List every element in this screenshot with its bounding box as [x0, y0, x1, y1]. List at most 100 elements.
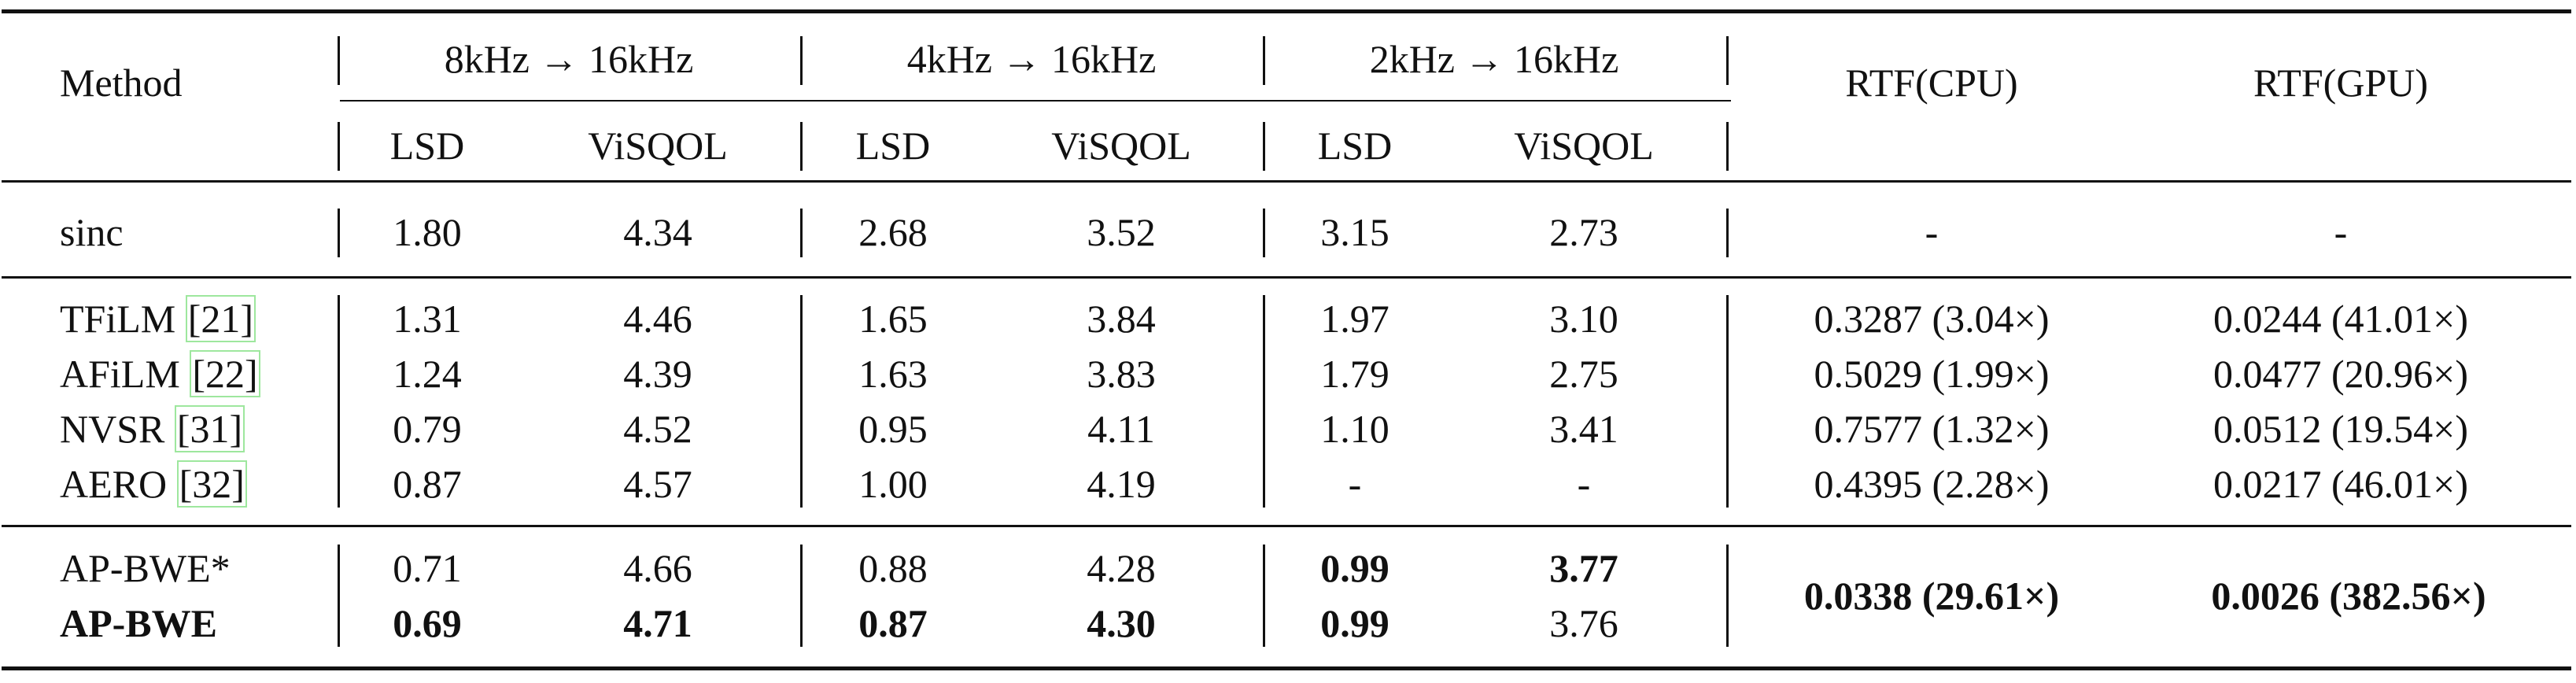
subheader-visqol: ViSQOL	[588, 124, 728, 168]
value-cell: 4.19	[1087, 462, 1156, 506]
bottom-rule	[2, 666, 2571, 670]
value-cell: 4.57	[623, 462, 692, 506]
value-cell: 0.87	[393, 462, 462, 506]
value-cell: 2.73	[1549, 210, 1618, 254]
method-name: NVSR	[60, 407, 175, 451]
rtf-cpu-cell: 0.4395 (2.28×)	[1814, 462, 2050, 506]
v-sep	[1726, 36, 1729, 85]
group-header-8k: 8kHz → 16kHz	[444, 37, 694, 81]
value-cell: 4.46	[623, 297, 692, 341]
v-sep	[338, 36, 340, 85]
value-cell-best: 4.30	[1087, 601, 1156, 645]
method-cell: NVSR [31]	[60, 405, 245, 452]
rtf-gpu-cell: 0.0477 (20.96×)	[2213, 352, 2468, 396]
value-cell: 3.10	[1549, 297, 1618, 341]
method-cell: sinc	[60, 210, 124, 254]
method-name: AFiLM	[60, 352, 190, 396]
value-cell: 3.52	[1087, 210, 1156, 254]
rtf-cpu-shared-cell: 0.0338 (29.61×)	[1803, 574, 2060, 618]
citation-link[interactable]: [22]	[190, 350, 260, 397]
value-cell-best: 4.71	[623, 601, 692, 645]
value-cell: 1.00	[858, 462, 928, 506]
value-cell: 3.41	[1549, 407, 1618, 451]
header-bottom-rule	[2, 180, 2571, 183]
method-cell: AERO [32]	[60, 460, 247, 508]
subheader-visqol: ViSQOL	[1051, 124, 1191, 168]
rtf-gpu-shared-cell: 0.0026 (382.56×)	[2211, 574, 2486, 618]
method-name: AERO	[60, 462, 177, 506]
v-sep	[800, 209, 803, 257]
subheader-visqol: ViSQOL	[1514, 124, 1654, 168]
v-sep	[1726, 209, 1729, 257]
value-cell-best: 0.87	[858, 601, 928, 645]
rtf-cpu-header: RTF(CPU)	[1845, 61, 2018, 105]
value-cell: 4.34	[623, 210, 692, 254]
value-cell: 1.63	[858, 352, 928, 396]
citation-link[interactable]: [21]	[185, 295, 256, 342]
group-header-rule	[340, 100, 1731, 102]
v-sep	[800, 122, 803, 171]
v-sep	[1263, 295, 1265, 508]
value-cell: 0.79	[393, 407, 462, 451]
subheader-lsd: LSD	[1317, 124, 1393, 168]
value-cell: 0.95	[858, 407, 928, 451]
v-sep	[1726, 545, 1729, 647]
v-sep	[800, 36, 803, 85]
v-sep	[1726, 295, 1729, 508]
method-cell: AP-BWE*	[60, 546, 231, 590]
value-cell: 4.66	[623, 546, 692, 590]
v-sep	[1726, 122, 1729, 171]
value-cell-best: 3.77	[1549, 546, 1618, 590]
value-cell: 4.28	[1087, 546, 1156, 590]
citation-link[interactable]: [31]	[174, 405, 245, 452]
subheader-lsd: LSD	[855, 124, 931, 168]
subheader-lsd: LSD	[389, 124, 465, 168]
value-cell: 1.31	[393, 297, 462, 341]
value-cell: 1.10	[1320, 407, 1389, 451]
value-cell: 1.97	[1320, 297, 1389, 341]
value-cell: -	[1577, 462, 1591, 506]
v-sep	[338, 545, 340, 647]
rtf-cpu-cell: 0.3287 (3.04×)	[1814, 297, 2050, 341]
group-header-4k: 4kHz → 16kHz	[906, 37, 1157, 81]
baseline-rule	[2, 276, 2571, 279]
rtf-gpu-header: RTF(GPU)	[2253, 61, 2429, 105]
value-cell: 3.76	[1549, 601, 1618, 645]
v-sep	[1263, 36, 1265, 85]
method-cell: AP-BWE	[60, 601, 217, 645]
value-cell: 2.68	[858, 210, 928, 254]
value-cell: 1.80	[393, 210, 462, 254]
v-sep	[800, 545, 803, 647]
value-cell: 2.75	[1549, 352, 1618, 396]
value-cell: 3.84	[1087, 297, 1156, 341]
value-cell: 0.88	[858, 546, 928, 590]
top-rule	[2, 9, 2571, 13]
value-cell-best: 0.99	[1320, 601, 1389, 645]
value-cell: 1.79	[1320, 352, 1389, 396]
rtf-cpu-cell: 0.5029 (1.99×)	[1814, 352, 2050, 396]
method-name: TFiLM	[60, 297, 186, 341]
rtf-cpu-cell: 0.7577 (1.32×)	[1814, 407, 2050, 451]
value-cell: 1.24	[393, 352, 462, 396]
v-sep	[1263, 545, 1265, 647]
value-cell: 4.52	[623, 407, 692, 451]
value-cell-best: 0.69	[393, 601, 462, 645]
v-sep	[1263, 209, 1265, 257]
value-cell: -	[1348, 462, 1362, 506]
v-sep	[338, 209, 340, 257]
value-cell: 1.65	[858, 297, 928, 341]
comparison-rule	[2, 525, 2571, 527]
v-sep	[338, 295, 340, 508]
value-cell: 0.71	[393, 546, 462, 590]
method-cell: TFiLM [21]	[60, 295, 256, 342]
value-cell: 4.39	[623, 352, 692, 396]
citation-link[interactable]: [32]	[176, 460, 247, 508]
rtf-gpu-cell: 0.0217 (46.01×)	[2213, 462, 2468, 506]
value-cell-best: 0.99	[1320, 546, 1389, 590]
group-header-2k: 2kHz → 16kHz	[1369, 37, 1619, 81]
method-cell: AFiLM [22]	[60, 350, 260, 397]
rtf-gpu-cell: 0.0244 (41.01×)	[2213, 297, 2468, 341]
rtf-gpu-cell: -	[2334, 210, 2348, 254]
value-cell: 3.15	[1320, 210, 1389, 254]
